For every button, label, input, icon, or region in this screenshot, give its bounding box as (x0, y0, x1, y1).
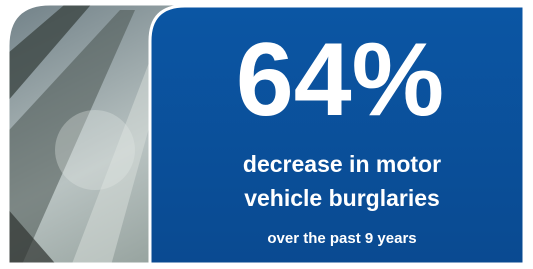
infographic: 64% decrease in motor vehicle burglaries… (0, 0, 533, 269)
description-line: vehicle burglaries (244, 185, 440, 211)
description-line: decrease in motor (243, 151, 441, 177)
stat: 64% (236, 22, 444, 138)
subtext: over the past 9 years (267, 230, 416, 247)
